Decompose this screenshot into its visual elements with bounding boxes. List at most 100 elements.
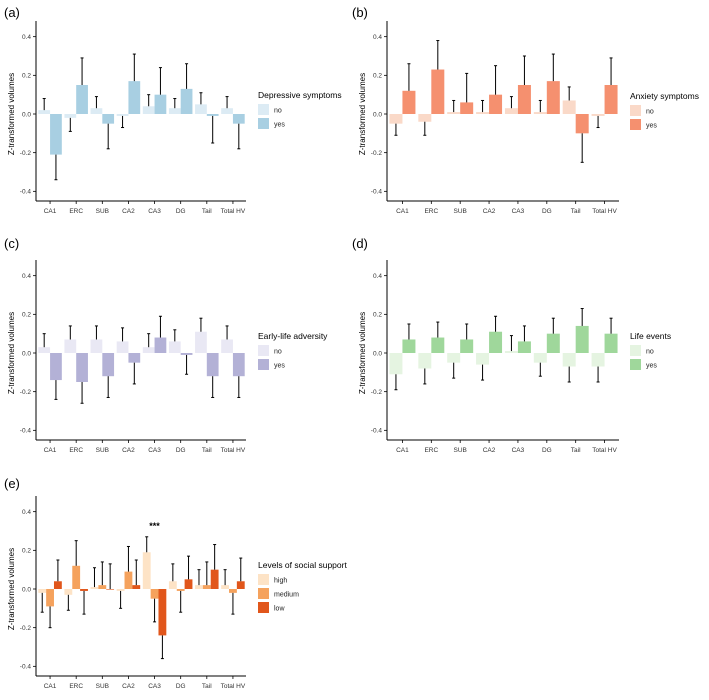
bar-ca3-yes xyxy=(517,341,531,353)
x-tick-label-ca1: CA1 xyxy=(396,447,409,454)
bar-total-hv-medium xyxy=(229,589,237,593)
bar-tail-no xyxy=(195,331,207,353)
panel-e: (e) Z-transformed volumes -0.4 -0.2 0.0 0.2 0.… xyxy=(4,476,347,690)
bar-dg-yes xyxy=(546,333,560,353)
y-tick-label: 0.2 xyxy=(22,548,31,555)
bar-erc-medium xyxy=(72,565,81,589)
x-tick-label-ca2: CA2 xyxy=(122,208,135,215)
x-tick-label-dg: DG xyxy=(176,208,186,215)
bar-sub-yes xyxy=(102,114,115,124)
bar-ca2-no xyxy=(116,341,129,353)
bar-ca2-no xyxy=(476,353,490,365)
y-tick-label: 0.4 xyxy=(22,273,31,280)
significance-marker: *** xyxy=(149,521,160,531)
bar-dg-no xyxy=(533,353,547,363)
bar-erc-no xyxy=(64,114,77,118)
bar-tail-no xyxy=(562,353,576,367)
bar-sub-high xyxy=(90,587,99,589)
x-tick-label-tail: Tail xyxy=(202,208,212,215)
legend-title: Life events xyxy=(630,331,671,341)
bar-ca1-medium xyxy=(46,589,54,607)
legend-title: Levels of social support xyxy=(258,560,347,570)
x-tick-label-ca2: CA2 xyxy=(122,683,135,690)
bar-ca3-low xyxy=(158,589,167,636)
bar-tail-high xyxy=(195,585,203,589)
legend: Anxiety symptoms no yes xyxy=(630,91,699,130)
bar-sub-no xyxy=(90,339,103,353)
bar-tail-yes xyxy=(575,114,589,134)
x-tick-label-erc: ERC xyxy=(69,447,83,454)
bar-dg-no xyxy=(168,341,181,353)
bar-ca2-no xyxy=(476,112,490,114)
legend: Early-life adversity no yes xyxy=(258,331,328,370)
y-tick-label: -0.2 xyxy=(20,389,32,396)
bar-total-hv-high xyxy=(221,585,230,589)
bar-ca2-yes xyxy=(128,353,141,363)
legend-swatch-no xyxy=(630,105,641,116)
bar-tail-yes xyxy=(206,353,219,377)
legend-title: Early-life adversity xyxy=(258,331,328,341)
bar-erc-no xyxy=(418,114,432,122)
bar-tail-no xyxy=(562,100,576,114)
legend-swatch-no xyxy=(258,104,269,115)
bar-erc-yes xyxy=(76,85,88,114)
bar-ca1-no xyxy=(389,114,403,124)
y-tick-label: 0.4 xyxy=(22,34,31,41)
bar-sub-low xyxy=(106,589,115,590)
x-tick-label-ca3: CA3 xyxy=(512,208,525,215)
y-tick-label: 0.4 xyxy=(373,273,382,280)
bar-ca2-low xyxy=(132,585,141,589)
legend-swatch-medium xyxy=(258,588,269,599)
bar-dg-yes xyxy=(180,88,193,114)
x-tick-label-ca3: CA3 xyxy=(148,683,161,690)
legend-label-yes: yes xyxy=(274,122,285,129)
x-tick-label-total-hv: Total HV xyxy=(592,447,617,454)
legend: Levels of social support high medium low xyxy=(258,560,347,613)
x-tick-label-ca3: CA3 xyxy=(148,447,161,454)
x-tick-label-sub: SUB xyxy=(96,208,109,215)
x-tick-label-tail: Tail xyxy=(571,208,581,215)
bar-sub-yes xyxy=(460,339,474,353)
bar-erc-yes xyxy=(431,337,445,353)
legend-label-yes: yes xyxy=(646,363,657,370)
y-tick-label: -0.4 xyxy=(20,428,32,435)
bar-ca1-yes xyxy=(50,114,62,155)
legend-label-high: high xyxy=(274,578,287,585)
bar-tail-medium xyxy=(202,585,211,589)
bar-ca1-no xyxy=(38,347,51,353)
legend-swatch-yes xyxy=(258,118,269,129)
y-axis-title: Z-transformed volumes xyxy=(7,73,16,155)
bar-ca2-no xyxy=(116,114,129,116)
bar-sub-no xyxy=(447,353,461,363)
bar-erc-no xyxy=(418,353,432,369)
panel-label: (e) xyxy=(4,476,20,491)
y-tick-label: -0.4 xyxy=(371,428,383,435)
bar-ca1-yes xyxy=(50,353,62,381)
x-tick-label-erc: ERC xyxy=(69,683,83,690)
bar-ca3-medium xyxy=(150,589,159,599)
legend-swatch-no xyxy=(258,345,269,356)
y-axis-title: Z-transformed volumes xyxy=(358,73,367,155)
legend-label-yes: yes xyxy=(646,123,657,130)
legend-swatch-high xyxy=(258,574,269,585)
y-axis-title: Z-transformed volumes xyxy=(7,312,16,394)
panel-d: (d) Z-transformed volumes -0.4 -0.2 0.0 0.2 0.… xyxy=(352,236,671,454)
panel-b: (b) Z-transformed volumes -0.4 -0.2 0.0 0.2 0.… xyxy=(352,5,699,215)
x-tick-label-dg: DG xyxy=(176,447,186,454)
bar-ca3-no xyxy=(504,108,518,114)
bar-dg-low xyxy=(184,579,193,589)
legend-title: Depressive symptoms xyxy=(258,90,342,100)
legend-label-no: no xyxy=(274,349,282,356)
bar-ca3-no xyxy=(142,106,155,114)
bar-sub-yes xyxy=(460,102,474,114)
legend-label-no: no xyxy=(646,109,654,116)
bar-ca1-no xyxy=(389,353,403,375)
bar-ca2-yes xyxy=(489,94,503,114)
y-axis-title: Z-transformed volumes xyxy=(7,548,16,630)
bar-total-hv-yes xyxy=(604,85,618,114)
x-tick-label-ca3: CA3 xyxy=(148,208,161,215)
y-tick-label: -0.2 xyxy=(371,150,383,157)
y-tick-label: -0.4 xyxy=(20,189,32,196)
panel-label: (a) xyxy=(4,5,20,20)
x-tick-label-ca3: CA3 xyxy=(512,447,525,454)
